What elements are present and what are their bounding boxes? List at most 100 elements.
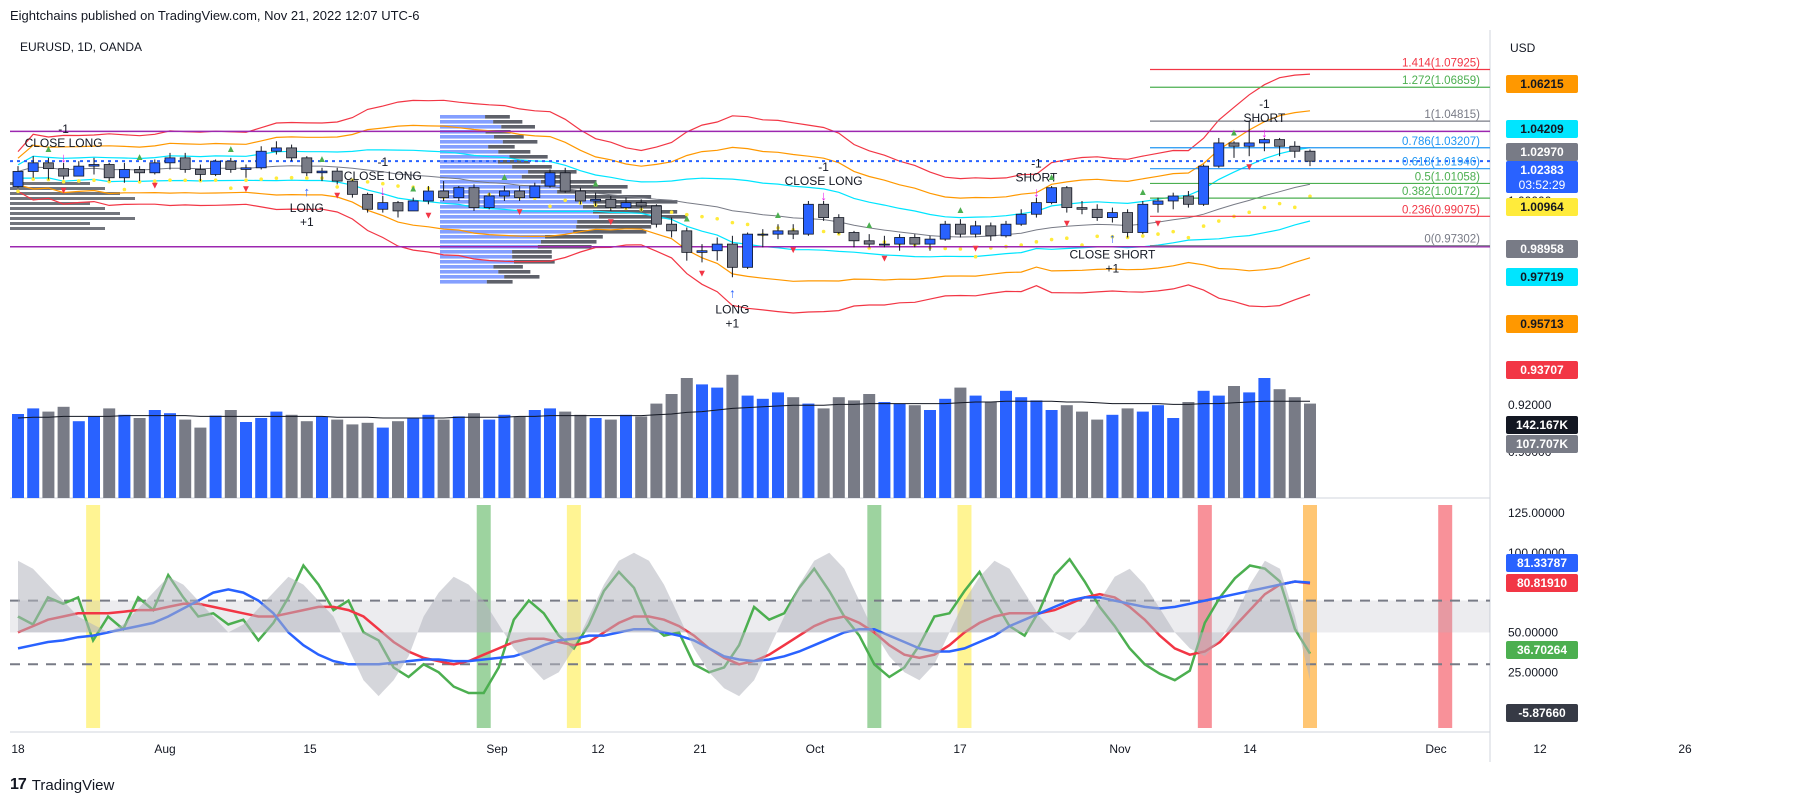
candle-body (377, 202, 389, 210)
price-badge-value: 1.02383 (1520, 163, 1564, 177)
fibonacci-layer: 1.414(1.07925) 1.272(1.06859) 1(1.04815) 0.… (1150, 58, 1490, 247)
oscillator-badge (1506, 554, 1578, 572)
candle-body (164, 157, 176, 164)
trailing-stop-dot (1247, 210, 1251, 215)
oscillator-badge (1506, 704, 1578, 722)
signal-label: CLOSE SHORT (1069, 248, 1155, 262)
volume-bar (635, 416, 648, 498)
price-badge-value: 107.707K (1516, 437, 1568, 451)
signal-arrow-up-icon: ↑ (729, 285, 736, 300)
volume-profile-bar (512, 250, 552, 254)
trailing-stop-dot (259, 177, 264, 182)
volume-profile-bar (440, 280, 487, 284)
volume-bar (1060, 405, 1073, 498)
trailing-stop-dot (958, 247, 963, 251)
volume-profile-bar (497, 160, 530, 164)
volume-bar (164, 413, 176, 498)
volume-bar (57, 406, 70, 498)
signal-count: +1 (300, 215, 314, 229)
volume-bar (787, 397, 800, 498)
trailing-stop-dot (1293, 205, 1297, 210)
triangle-up-icon: ▲ (1229, 127, 1239, 138)
candle-body (955, 223, 966, 235)
price-badge (1506, 315, 1578, 333)
volume-profile-bar (440, 200, 594, 204)
price-tick-label: 0.92000 (1508, 398, 1552, 412)
volume-bar (939, 398, 952, 498)
trailing-stop-dot (1201, 224, 1206, 228)
trailing-stop-dot (61, 179, 66, 184)
candle-body (1289, 145, 1301, 152)
time-tick-label: Aug (154, 742, 175, 756)
volume-bar (422, 414, 435, 498)
volume-profile-bar (488, 145, 515, 149)
candle-body (1031, 202, 1042, 215)
candle-body (331, 170, 343, 182)
volume-profile-bar (561, 185, 628, 189)
symbol-title: EURUSD, 1D, OANDA (20, 40, 143, 54)
volume-bar (954, 387, 967, 498)
triangle-up-icon: ▲ (1047, 172, 1057, 183)
fib-level-label: 0.618(1.01946) (1402, 157, 1480, 169)
volume-profile-bar (593, 200, 678, 204)
signal-highlight-column (1303, 505, 1317, 728)
price-badge-value: 0.95713 (1520, 317, 1564, 331)
tradingview-logo-icon: 17 (10, 776, 27, 793)
trailing-stop-dot (381, 181, 385, 186)
candle-body (924, 238, 936, 245)
time-tick-label: 12 (1533, 742, 1547, 756)
fib-level-label: 1.272(1.06859) (1402, 75, 1480, 87)
trailing-stop-dot (411, 185, 416, 190)
volume-bar (1106, 414, 1119, 498)
volume-profile-bar (440, 145, 489, 149)
candle-body (316, 170, 328, 174)
time-tick-label: 18 (11, 742, 25, 756)
volume-bar (908, 405, 921, 498)
trailing-stop-dot (274, 176, 279, 180)
volume-profile-bar (493, 120, 523, 124)
volume-bar (802, 403, 815, 498)
candle-body (301, 157, 313, 174)
trailing-stop-dot (107, 179, 111, 184)
candle-body (1061, 187, 1073, 209)
fib-level-label: 0.786(1.03207) (1402, 136, 1480, 148)
trailing-stop-dot (46, 177, 51, 182)
triangle-up-icon: ▲ (499, 172, 509, 183)
trailing-stop-dot (685, 212, 689, 217)
trailing-stop-dot (1095, 234, 1099, 239)
candle-body (43, 162, 54, 170)
price-badge (1506, 435, 1578, 453)
trailing-stop-dot (31, 177, 35, 181)
volume-layer (12, 374, 1316, 498)
volume-bar (528, 410, 541, 498)
volume-bar (878, 402, 891, 498)
volume-profile-bar (577, 220, 653, 224)
trailing-stop-dot (1217, 219, 1221, 223)
trailing-stop-dot (137, 180, 142, 184)
volume-profile-bar (440, 155, 510, 159)
volume-profile-bar (440, 135, 495, 139)
volume-bar (711, 387, 724, 498)
volume-bar (103, 408, 116, 498)
candle-body (514, 190, 525, 199)
candle-body (787, 230, 799, 235)
volume-profile-bar (512, 165, 552, 169)
volume-profile-bar (10, 182, 90, 185)
volume-bar (696, 384, 708, 498)
volume-bar (437, 419, 450, 498)
volume-bar (316, 416, 328, 498)
time-tick-label: 12 (591, 742, 605, 756)
volume-bar (1273, 389, 1286, 498)
volume-profile-bar (440, 140, 503, 144)
volume-profile-bar (440, 165, 513, 169)
candle-body (651, 205, 662, 225)
trailing-stop-dot (730, 220, 735, 225)
oscillator-band-area (18, 552, 1310, 697)
volume-bar (665, 394, 678, 498)
trailing-stop-dot (1019, 243, 1023, 247)
volume-bar (1212, 395, 1225, 498)
oscillator-badge (1506, 574, 1578, 592)
oscillator-tick-label: 25.00000 (1508, 665, 1558, 679)
signal-count: +1 (1106, 262, 1120, 276)
